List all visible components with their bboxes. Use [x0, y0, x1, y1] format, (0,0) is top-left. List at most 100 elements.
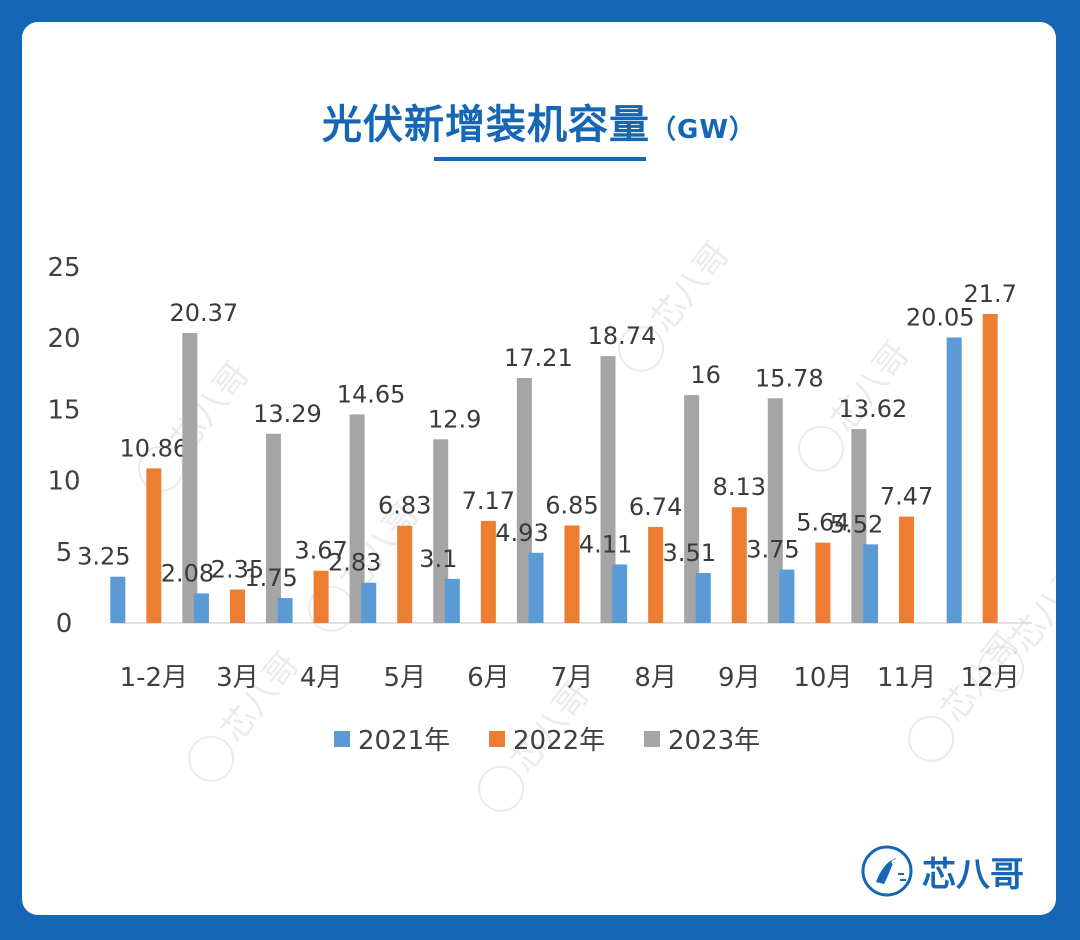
bar-value-label: 6.83: [378, 492, 431, 520]
bar-value-label: 13.29: [253, 400, 322, 428]
bar-value-label: 2.83: [328, 549, 381, 577]
watermark: 芯八哥: [908, 625, 1028, 762]
bar-2: [480, 520, 496, 623]
watermark-logo-icon: [978, 645, 1025, 692]
watermark-logo-icon: [908, 715, 955, 762]
y-tick-label: 5: [56, 538, 73, 568]
bar-1: [612, 564, 628, 623]
bar-2: [397, 525, 413, 623]
bar-value-label: 10.86: [119, 434, 188, 462]
bar-3: [182, 332, 198, 623]
bar-value-label: 3.25: [77, 543, 130, 571]
bar-value-label: 18.74: [588, 322, 657, 350]
bar-2: [564, 525, 580, 623]
bar-3: [349, 414, 365, 623]
logo: 芯八哥: [860, 844, 1024, 898]
bar-1: [110, 576, 126, 623]
bar-value-label: 3.67: [294, 537, 347, 565]
bar-2: [899, 516, 915, 623]
bird-logo-icon: [861, 845, 913, 897]
bar-value-label: 2.35: [211, 556, 264, 584]
bar-2: [146, 468, 162, 623]
watermark-logo-icon: [188, 735, 235, 782]
bar-2: [731, 507, 747, 623]
y-tick-label: 25: [47, 253, 80, 283]
bar-1: [528, 552, 544, 623]
bar-2: [982, 313, 998, 623]
bar-3: [767, 398, 783, 623]
watermark-text: 芯八哥: [213, 645, 307, 750]
x-tick-label: 7月: [551, 663, 594, 693]
bar-value-label: 14.65: [337, 380, 406, 408]
bar-value-label: 3.1: [419, 545, 457, 573]
watermark-logo-icon: [798, 425, 845, 472]
bar-value-label: 17.21: [504, 344, 573, 372]
chart-title: 光伏新增装机容量（GW）: [22, 92, 1056, 150]
bar-1: [695, 573, 711, 623]
chart-card: 光伏新增装机容量（GW） 芯八哥 芯八哥 芯八哥 芯八哥 芯八哥 芯八哥 芯八哥 芯八哥 0 5 1…: [22, 22, 1056, 915]
y-tick-label: 0: [56, 609, 73, 639]
bar-3: [265, 433, 281, 623]
bar-2: [229, 589, 245, 623]
bar-value-label: 3.75: [746, 536, 799, 564]
bar-3: [851, 429, 867, 623]
bar-2: [313, 570, 329, 623]
bar-2: [648, 527, 664, 623]
bar-1: [946, 337, 962, 623]
title-underline: [434, 157, 646, 161]
watermark-logo-icon: [618, 325, 665, 372]
watermark-logo-icon: [478, 765, 525, 812]
x-tick-label: 3月: [216, 663, 259, 693]
y-tick-label: 10: [47, 467, 80, 497]
bar-value-label: 5.64: [796, 509, 849, 537]
y-tick-label: 20: [47, 324, 80, 354]
bar-2: [815, 542, 831, 623]
watermark-text: 芯八哥: [823, 335, 917, 440]
x-tick-label: 11月: [877, 663, 936, 693]
x-tick-label: 1-2月: [120, 663, 188, 693]
bar-value-label: 21.7: [963, 280, 1016, 308]
x-tick-label: 10月: [793, 663, 852, 693]
bar-value-label: 15.78: [755, 364, 824, 392]
bar-3: [516, 377, 532, 623]
y-tick-label: 15: [47, 395, 80, 425]
bar-1: [277, 598, 293, 623]
watermark-text: 芯八哥: [643, 235, 737, 340]
bar-value-label: 8.13: [713, 473, 766, 501]
x-tick-label: 8月: [634, 663, 677, 693]
bar-value-label: 7.47: [880, 483, 933, 511]
bar-3: [433, 439, 449, 623]
bar-1: [863, 544, 879, 623]
bar-value-label: 5.52: [830, 510, 883, 538]
bar-value-label: 4.11: [579, 530, 632, 558]
bar-3: [600, 356, 616, 623]
bar-value-label: 16: [690, 361, 721, 389]
bar-value-label: 7.17: [462, 487, 515, 515]
bar-value-label: 20.37: [169, 299, 238, 327]
x-tick-label: 6月: [467, 663, 510, 693]
bar-1: [779, 569, 795, 623]
bar-1: [444, 578, 460, 623]
bar-value-label: 1.75: [244, 564, 297, 592]
bar-value-label: 13.62: [839, 395, 908, 423]
title-text: 光伏新增装机容量: [321, 102, 650, 148]
bar-1: [193, 593, 209, 623]
bar-value-label: 6.74: [629, 493, 682, 521]
logo-text: 芯八哥: [922, 854, 1024, 895]
bar-value-label: 2.08: [161, 559, 214, 587]
watermark: 芯八哥: [618, 235, 738, 372]
legend-label: 2022年: [513, 726, 605, 756]
legend-swatch: [644, 731, 660, 747]
x-tick-label: 9月: [718, 663, 761, 693]
bar-3: [684, 395, 700, 623]
legend-swatch: [334, 731, 350, 747]
bar-value-label: 20.05: [906, 303, 975, 331]
bar-value-label: 4.93: [495, 519, 548, 547]
x-tick-label: 4月: [300, 663, 343, 693]
bar-value-label: 12.9: [428, 405, 481, 433]
x-tick-label: 12月: [961, 663, 1020, 693]
legend-swatch: [489, 731, 505, 747]
legend-label: 2021年: [358, 726, 450, 756]
bar-value-label: 6.85: [545, 491, 598, 519]
